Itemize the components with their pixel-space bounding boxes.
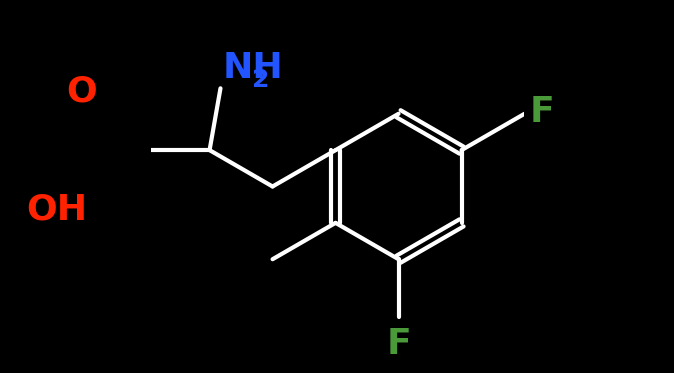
Text: 2: 2 <box>252 68 270 92</box>
Text: NH: NH <box>222 51 283 85</box>
Text: OH: OH <box>26 192 88 226</box>
Text: O: O <box>67 74 97 108</box>
Text: F: F <box>530 95 555 129</box>
Text: F: F <box>386 327 411 361</box>
